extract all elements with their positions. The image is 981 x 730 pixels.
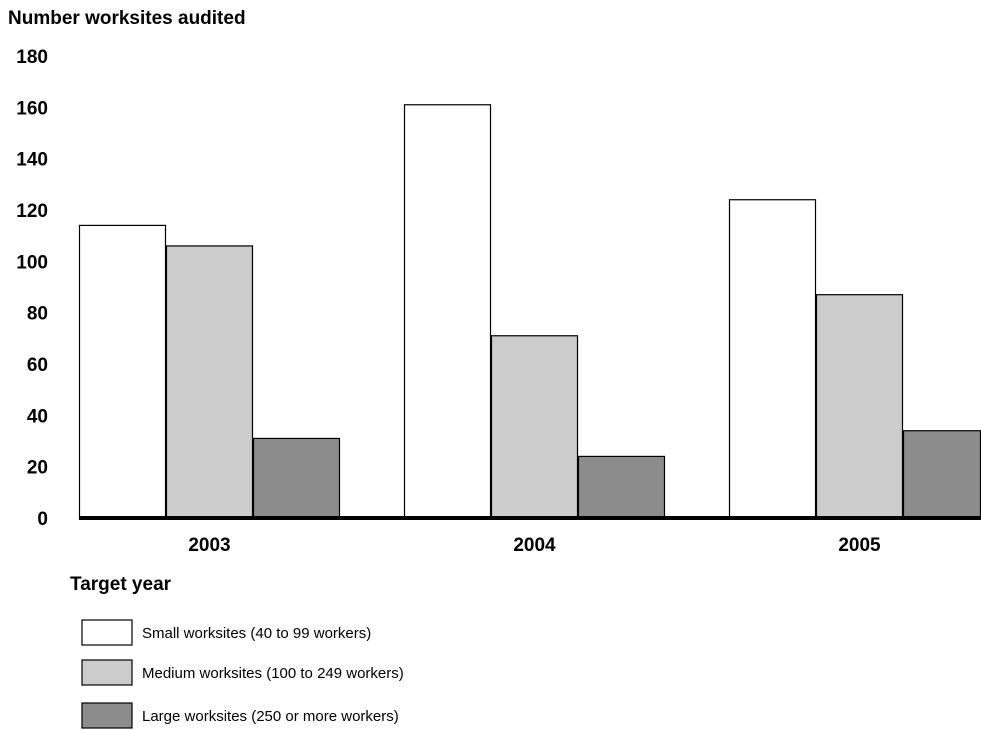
y-tick-label: 20 bbox=[27, 458, 48, 479]
y-tick-label: 140 bbox=[16, 150, 48, 171]
y-tick-label: 120 bbox=[16, 201, 48, 222]
legend-label: Small worksites (40 to 99 workers) bbox=[142, 625, 371, 642]
x-tick-label: 2004 bbox=[513, 535, 556, 556]
bar-2004-series-2 bbox=[577, 455, 666, 519]
y-tick-label: 180 bbox=[16, 47, 48, 68]
legend-swatch bbox=[81, 659, 133, 686]
bar-2004-series-0 bbox=[403, 104, 492, 519]
x-axis-title: Target year bbox=[70, 574, 172, 595]
y-axis-title: Number worksites audited bbox=[8, 8, 246, 29]
y-axis-ticks: 0 20 40 60 80 100 120 140 160 180 bbox=[16, 47, 48, 530]
bar-2005-series-2 bbox=[902, 430, 981, 519]
y-tick-label: 40 bbox=[27, 406, 48, 427]
legend-label: Medium worksites (100 to 249 workers) bbox=[142, 665, 404, 682]
legend-swatch bbox=[81, 702, 133, 729]
y-tick-label: 100 bbox=[16, 252, 48, 273]
bar-2004-series-1 bbox=[490, 335, 579, 519]
bars bbox=[78, 104, 981, 519]
y-tick-label: 160 bbox=[16, 98, 48, 119]
legend-label: Large worksites (250 or more workers) bbox=[142, 708, 399, 725]
y-tick-label: 60 bbox=[27, 355, 48, 376]
x-tick-label: 2003 bbox=[188, 535, 230, 556]
bar-2003-series-1 bbox=[165, 245, 254, 519]
legend: Small worksites (40 to 99 workers) Medium… bbox=[81, 619, 404, 729]
bar-2003-series-0 bbox=[78, 224, 167, 519]
x-axis-ticks: 2003 2004 2005 bbox=[188, 535, 881, 556]
bar-2005-series-0 bbox=[728, 199, 817, 519]
bar-2005-series-1 bbox=[815, 294, 904, 519]
y-tick-label: 80 bbox=[27, 304, 48, 325]
bar-2003-series-2 bbox=[252, 437, 341, 519]
x-tick-label: 2005 bbox=[838, 535, 881, 556]
legend-swatch bbox=[81, 619, 133, 646]
y-tick-label: 0 bbox=[37, 509, 48, 530]
